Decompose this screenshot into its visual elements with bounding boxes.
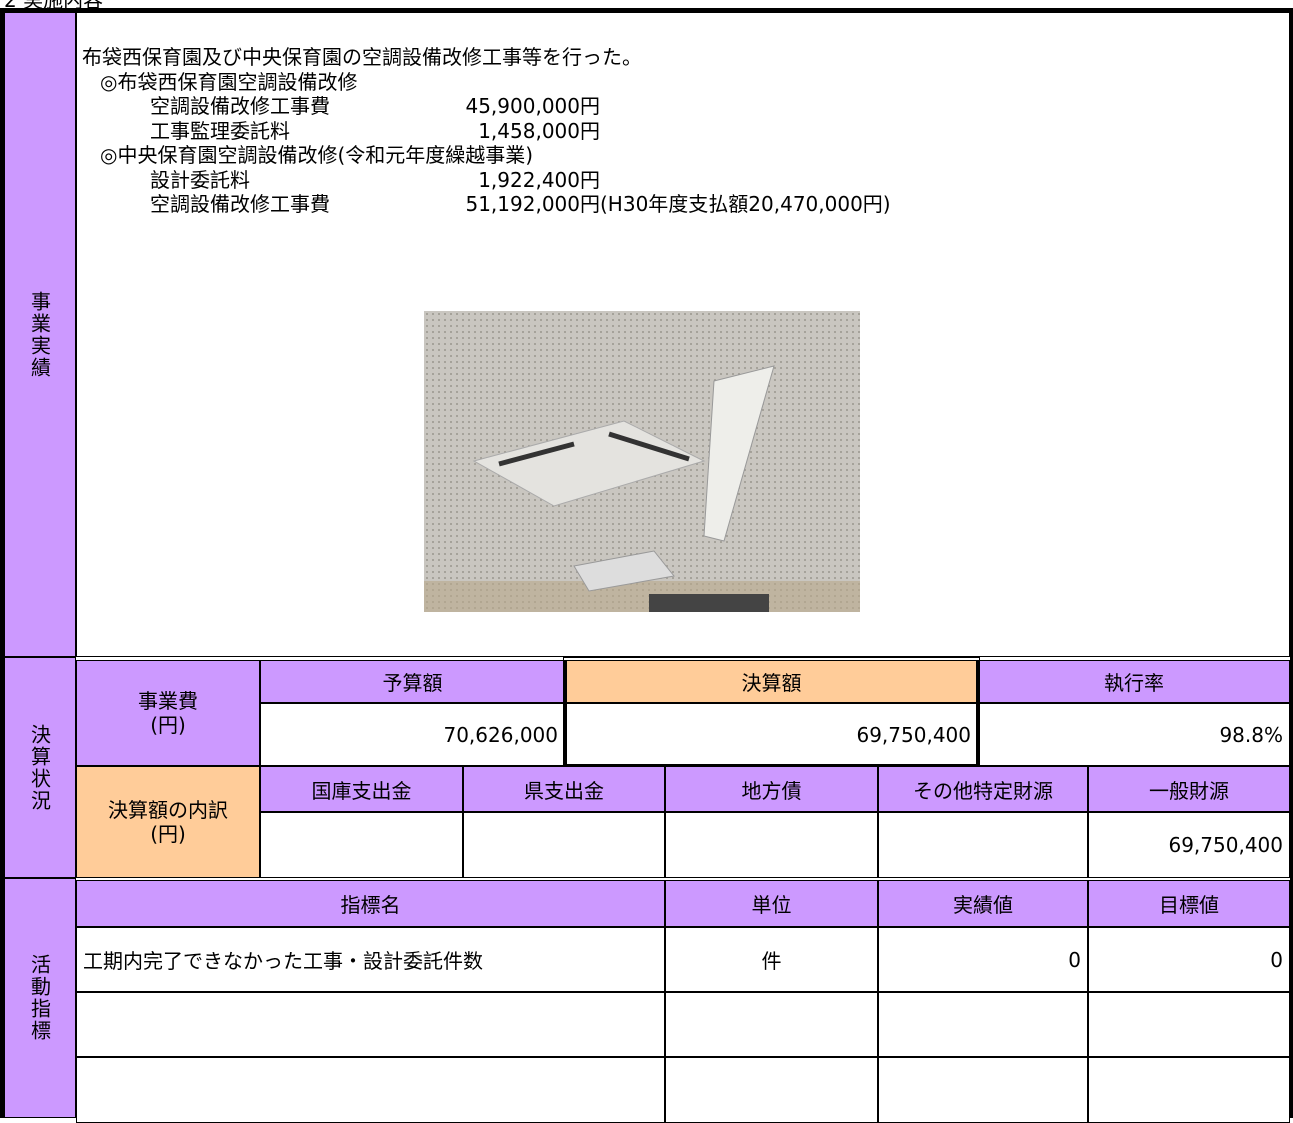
breakdown-header: 一般財源 [1088, 766, 1290, 812]
settlement-header: 予算額 [260, 660, 565, 703]
activity-cell [665, 1057, 878, 1123]
activity-header: 目標値 [1088, 880, 1290, 927]
item-amount: 45,900,000円 [465, 94, 600, 118]
breakdown-label-line: 決算額の内訳 [108, 798, 228, 822]
group-heading: ◎布袋西保育園空調設備改修 [100, 69, 358, 94]
item-note: (H30年度支払額20,470,000円) [600, 192, 891, 216]
activity-header: 単位 [665, 880, 878, 927]
activity-cell [76, 992, 665, 1057]
cost-label: 事業費 (円) [76, 660, 260, 766]
settlement-header: 執行率 [978, 660, 1290, 703]
breakdown-value [665, 812, 878, 878]
settlement-header: 決算額 [565, 660, 978, 703]
section-label-text: 事業実績 [27, 290, 52, 379]
item-name: 設計委託料 [150, 167, 250, 192]
summary: 布袋西保育園及び中央保育園の空調設備改修工事等を行った。 [82, 45, 642, 69]
cost-label-line: (円) [150, 713, 186, 737]
item-name: 空調設備改修工事費 [150, 94, 330, 118]
activity-cell: 0 [1088, 927, 1290, 992]
item-amount: 1,922,400円 [478, 167, 600, 192]
section-label-text: 決算状況 [27, 723, 52, 812]
item-name: 空調設備改修工事費 [150, 192, 330, 216]
activity-cell [1088, 1057, 1290, 1123]
breakdown-header: 地方債 [665, 766, 878, 812]
breakdown-value [463, 812, 665, 878]
section-label: 事業実績 [4, 12, 76, 657]
settlement-value: 98.8% [978, 703, 1290, 766]
activity-cell: 件 [665, 927, 878, 992]
breakdown-value [260, 812, 463, 878]
breakdown-label-line: (円) [150, 822, 186, 846]
double-border [563, 657, 980, 768]
section-label: 決算状況 [4, 657, 76, 878]
item-amount: 51,192,000円 [465, 192, 600, 216]
activity-cell: 工期内完了できなかった工事・設計委託件数 [76, 927, 665, 992]
group-heading: ◎中央保育園空調設備改修(令和元年度繰越事業) [100, 143, 534, 167]
activity-cell [878, 992, 1088, 1057]
activity-cell [878, 1057, 1088, 1123]
item-amount: 1,458,000円 [478, 118, 600, 143]
breakdown-label: 決算額の内訳 (円) [76, 766, 260, 878]
activity-header: 指標名 [76, 880, 665, 927]
section-label-text: 活動指標 [27, 954, 52, 1042]
breakdown-value [878, 812, 1088, 878]
activity-cell: 0 [878, 927, 1088, 992]
breakdown-header: 県支出金 [463, 766, 665, 812]
breakdown-header: その他特定財源 [878, 766, 1088, 812]
activity-cell [1088, 992, 1290, 1057]
settlement-value: 69,750,400 [565, 703, 978, 766]
photo [424, 311, 860, 612]
frame [0, 8, 1293, 1118]
item-name: 工事監理委託料 [150, 118, 290, 143]
activity-cell [76, 1057, 665, 1123]
breakdown-header: 国庫支出金 [260, 766, 463, 812]
settlement-value: 70,626,000 [260, 703, 565, 766]
activity-cell [665, 992, 878, 1057]
activity-header: 実績値 [878, 880, 1088, 927]
breakdown-value: 69,750,400 [1088, 812, 1290, 878]
cost-label-line: 事業費 [138, 689, 198, 713]
section-label: 活動指標 [4, 878, 76, 1118]
